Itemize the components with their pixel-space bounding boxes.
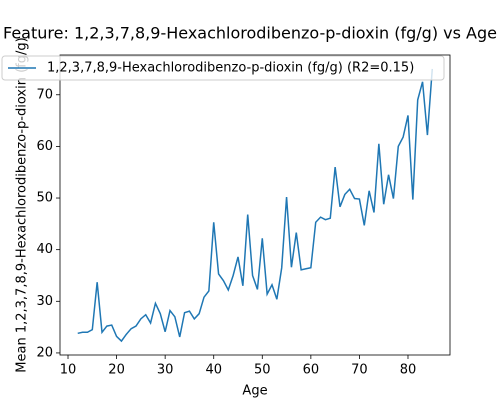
x-tick-label: 60 xyxy=(303,363,320,378)
y-tick-label: 30 xyxy=(36,294,53,309)
x-axis-label: Age xyxy=(242,384,267,399)
legend-label: 1,2,3,7,8,9-Hexachlorodibenzo-p-dioxin (… xyxy=(47,61,414,76)
y-tick-label: 20 xyxy=(36,345,53,360)
x-tick-label: 70 xyxy=(351,363,368,378)
x-tick-label: 40 xyxy=(205,363,222,378)
y-tick-label: 40 xyxy=(36,242,53,257)
x-tick-label: 50 xyxy=(254,363,271,378)
line xyxy=(77,68,434,343)
y-axis-label: Mean 1,2,3,7,8,9-Hexachlorodibenzo-p-dio… xyxy=(15,37,30,372)
x-tick-label: 80 xyxy=(400,363,417,378)
y-tick-label: 50 xyxy=(36,191,53,206)
y-tick-label: 70 xyxy=(36,87,53,102)
x-tick-label: 30 xyxy=(157,363,174,378)
plot-frame xyxy=(59,54,451,356)
y-tick-label: 60 xyxy=(36,139,53,154)
x-tick-label: 20 xyxy=(108,363,125,378)
x-tick-label: 10 xyxy=(60,363,77,378)
chart-title: Feature: 1,2,3,7,8,9-Hexachlorodibenzo-p… xyxy=(3,24,497,43)
legend-box xyxy=(1,55,445,81)
